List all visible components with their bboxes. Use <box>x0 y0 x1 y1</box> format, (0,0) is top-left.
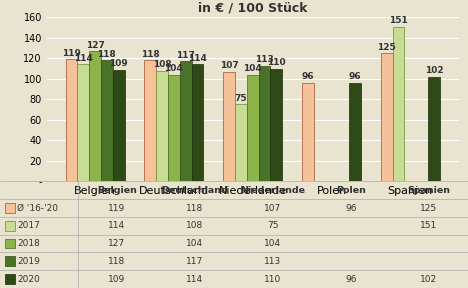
Text: 114: 114 <box>74 54 93 63</box>
Text: 108: 108 <box>186 221 204 230</box>
Bar <box>180 61 191 181</box>
Text: 127: 127 <box>109 239 125 248</box>
Text: 117: 117 <box>186 257 204 266</box>
Text: 117: 117 <box>176 51 195 60</box>
Bar <box>77 65 89 181</box>
Bar <box>349 83 361 181</box>
Bar <box>5 239 15 249</box>
Text: 114: 114 <box>188 54 207 63</box>
Text: 104: 104 <box>243 64 262 73</box>
Text: 2020: 2020 <box>17 275 40 284</box>
Text: 119: 119 <box>62 49 81 58</box>
Text: Ø '16-'20: Ø '16-'20 <box>17 204 58 213</box>
Title: Durchschnittspreise von Blumenkohl in der 46. KW
in € / 100 Stück: Durchschnittspreise von Blumenkohl in de… <box>74 0 431 15</box>
Text: 109: 109 <box>110 59 128 68</box>
Text: 114: 114 <box>109 221 125 230</box>
Text: 96: 96 <box>345 275 357 284</box>
Text: 104: 104 <box>165 64 183 73</box>
Bar <box>393 26 404 181</box>
Text: 118: 118 <box>109 257 125 266</box>
Text: 151: 151 <box>389 16 408 25</box>
Bar <box>66 59 77 181</box>
Bar <box>144 60 156 181</box>
Text: 114: 114 <box>186 275 204 284</box>
Text: Spanien: Spanien <box>408 186 451 195</box>
Bar <box>5 257 15 266</box>
Bar <box>428 77 440 181</box>
Text: 75: 75 <box>267 221 279 230</box>
Text: 125: 125 <box>420 204 438 213</box>
Bar <box>259 65 271 181</box>
Text: 2017: 2017 <box>17 221 40 230</box>
Text: 108: 108 <box>153 60 171 69</box>
Bar <box>5 203 15 213</box>
Text: 2019: 2019 <box>17 257 40 266</box>
Text: 104: 104 <box>264 239 282 248</box>
Text: 102: 102 <box>424 66 443 75</box>
Bar <box>271 69 282 181</box>
Text: 110: 110 <box>264 275 282 284</box>
Text: 102: 102 <box>420 275 438 284</box>
Text: 118: 118 <box>97 50 116 59</box>
Text: 104: 104 <box>186 239 204 248</box>
Bar <box>101 60 113 181</box>
Bar <box>5 274 15 284</box>
Text: 75: 75 <box>234 94 247 103</box>
Text: 96: 96 <box>345 204 357 213</box>
Text: Belgien: Belgien <box>97 186 137 195</box>
Text: 96: 96 <box>301 72 314 82</box>
Text: 113: 113 <box>255 55 274 64</box>
Text: Deutschland: Deutschland <box>161 186 228 195</box>
Text: 151: 151 <box>420 221 438 230</box>
Bar <box>223 72 235 181</box>
Text: 110: 110 <box>267 58 285 67</box>
Bar <box>5 221 15 231</box>
Bar <box>156 71 168 181</box>
Bar <box>113 70 124 181</box>
Text: 109: 109 <box>109 275 125 284</box>
Text: 2018: 2018 <box>17 239 40 248</box>
Text: 107: 107 <box>219 61 239 70</box>
Bar <box>191 65 204 181</box>
Text: Niederlande: Niederlande <box>241 186 306 195</box>
Bar <box>168 75 180 181</box>
Text: 96: 96 <box>349 72 361 82</box>
Bar <box>381 53 393 181</box>
Text: 118: 118 <box>186 204 204 213</box>
Bar <box>89 51 101 181</box>
Bar <box>247 75 259 181</box>
Text: 113: 113 <box>264 257 282 266</box>
Text: Polen: Polen <box>336 186 366 195</box>
Bar <box>235 105 247 181</box>
Text: 127: 127 <box>86 41 104 50</box>
Bar <box>302 83 314 181</box>
Text: 125: 125 <box>377 43 396 52</box>
Text: 118: 118 <box>141 50 160 59</box>
Text: 119: 119 <box>109 204 125 213</box>
Text: 107: 107 <box>264 204 282 213</box>
